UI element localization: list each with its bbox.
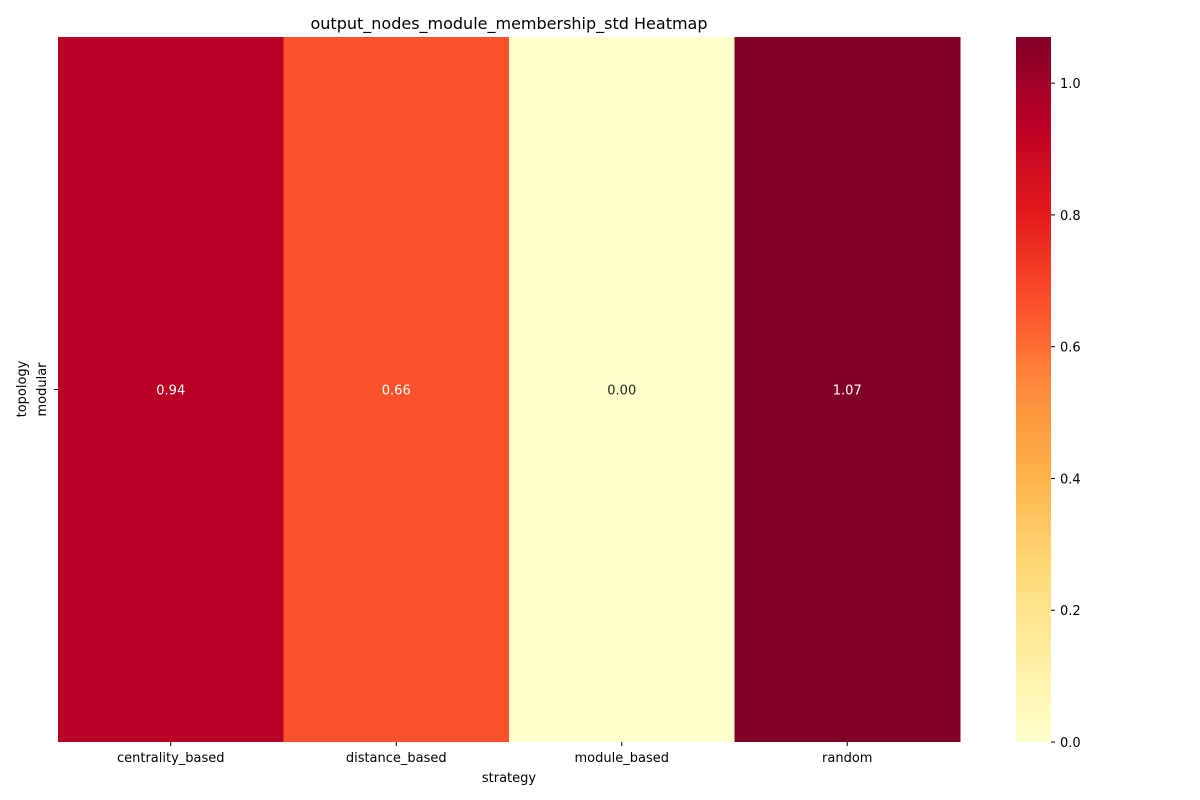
x-axis-label: strategy	[482, 771, 537, 786]
colorbar-tick-label: 0.0	[1060, 736, 1081, 751]
x-tick-label: centrality_based	[117, 751, 225, 766]
heatmap-cell-centrality_based	[58, 37, 284, 742]
heatmap-cell-distance_based	[283, 37, 510, 742]
y-axis-label: topology	[15, 360, 30, 417]
colorbar: 0.0 0.2 0.4 0.6 0.8 1.0	[1016, 37, 1081, 751]
cell-value-label: 0.00	[607, 384, 636, 399]
chart-title: output_nodes_module_membership_std Heatm…	[310, 14, 707, 34]
heatmap-cell-random	[734, 37, 961, 742]
colorbar-tick-label: 0.2	[1060, 604, 1081, 619]
x-tick-label: distance_based	[346, 751, 447, 766]
cell-value-label: 1.07	[833, 384, 862, 399]
cell-value-label: 0.94	[156, 384, 185, 399]
colorbar-tick-label: 0.6	[1060, 341, 1081, 356]
colorbar-tick-label: 0.4	[1060, 472, 1081, 487]
colorbar-tick-label: 0.8	[1060, 209, 1081, 224]
colorbar-tick-label: 1.0	[1060, 77, 1081, 92]
y-tick-label: modular	[35, 362, 50, 417]
colorbar-ticks: 0.0 0.2 0.4 0.6 0.8 1.0	[1051, 77, 1081, 751]
x-tick-label: random	[822, 751, 872, 766]
cell-value-label: 0.66	[382, 384, 411, 399]
colorbar-gradient	[1016, 37, 1051, 742]
heatmap-cells: 0.94 0.66 0.00 1.07	[58, 37, 961, 742]
y-axis-ticks: modular	[35, 362, 58, 417]
heatmap-cell-module_based	[509, 37, 735, 742]
x-axis-ticks: centrality_based distance_based module_bas…	[117, 742, 872, 766]
x-tick-label: module_based	[575, 751, 669, 766]
